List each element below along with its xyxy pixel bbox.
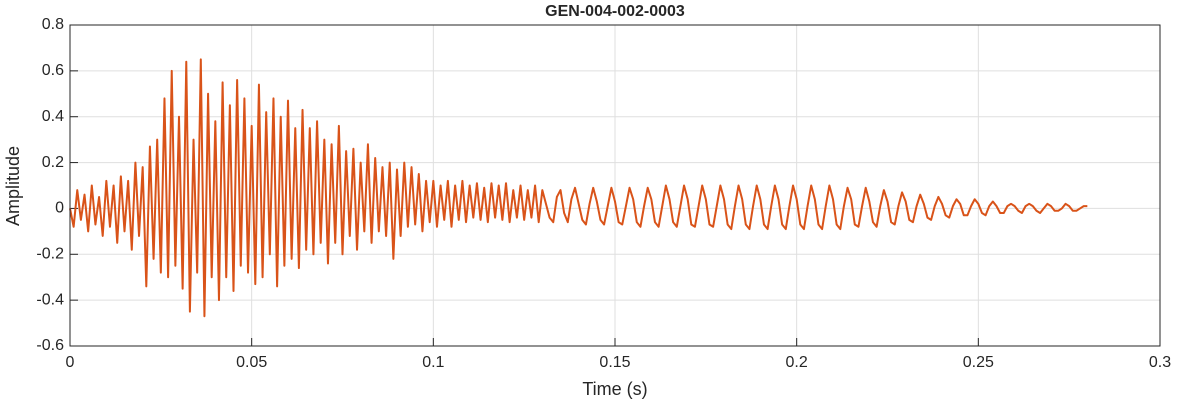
y-tick-label: -0.2: [36, 246, 64, 263]
y-tick-label: -0.6: [36, 337, 64, 354]
signal-line: [69, 58, 1088, 318]
x-tick-label: 0: [66, 354, 75, 371]
x-tick-label: 0.05: [236, 354, 267, 371]
y-tick-label: 0.2: [42, 154, 64, 171]
chart-title: GEN-004-002-0003: [545, 3, 685, 20]
y-axis-label: Amplitude: [3, 146, 23, 226]
plot-frame: [69, 24, 1161, 347]
x-tick-label: 0.25: [963, 354, 994, 371]
x-tick-label: 0.15: [599, 354, 630, 371]
x-tick-label: 0.3: [1149, 354, 1171, 371]
y-tick-label: 0.4: [42, 108, 64, 125]
x-tick-label: 0.2: [786, 354, 808, 371]
y-tick-label: 0.8: [42, 16, 64, 33]
y-tick-label: 0.6: [42, 62, 64, 79]
y-tick-label: 0: [55, 200, 64, 217]
x-axis-label: Time (s): [582, 379, 647, 399]
y-tick-label: -0.4: [36, 291, 64, 308]
x-tick-label: 0.1: [422, 354, 444, 371]
